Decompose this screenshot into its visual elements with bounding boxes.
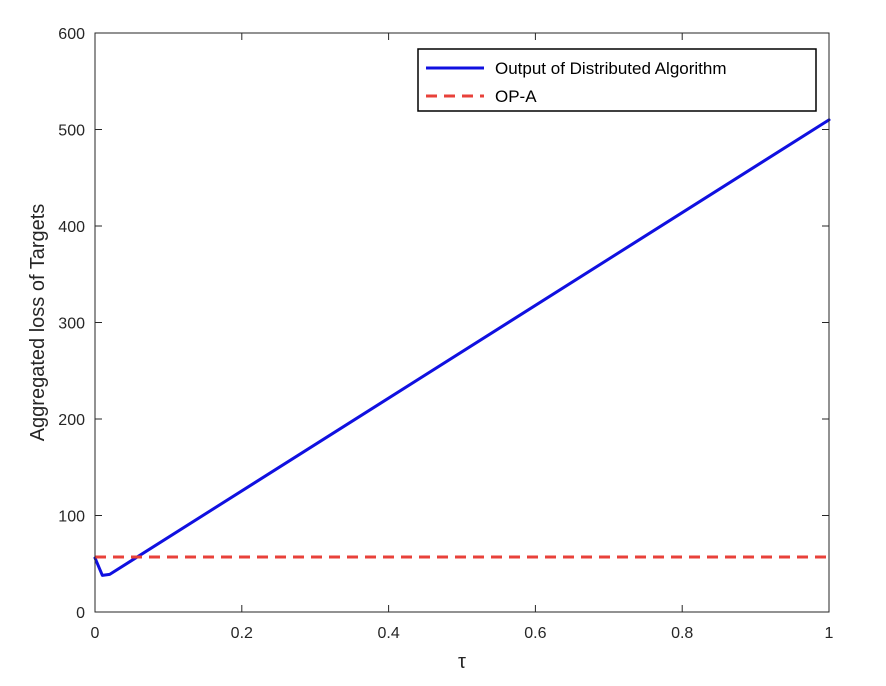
legend-box [417, 48, 817, 112]
x-tick-label: 1 [825, 625, 834, 642]
series-line-1 [93, 118, 831, 577]
x-axis-label: τ [458, 651, 466, 673]
y-tick-label: 500 [58, 123, 85, 140]
y-tick-label: 300 [58, 316, 85, 333]
y-axis-label: Aggregated loss of Targets [27, 204, 49, 442]
x-tick-label: 0.4 [377, 625, 399, 642]
x-tick-label: 0.2 [231, 625, 253, 642]
series-layer [93, 118, 831, 577]
axes-box [94, 32, 830, 613]
y-tick-label: 400 [58, 219, 85, 236]
y-tick-label: 100 [58, 509, 85, 526]
y-tick-label: 0 [76, 605, 85, 622]
x-tick-label: 0.6 [524, 625, 546, 642]
x-tick-label: 0 [91, 625, 100, 642]
legend: Output of Distributed Algorithm OP-A [417, 48, 817, 112]
legend-label-2: OP-A [495, 87, 537, 106]
legend-label-1: Output of Distributed Algorithm [495, 59, 727, 78]
y-tick-label: 600 [58, 26, 85, 43]
y-tick-label: 200 [58, 412, 85, 429]
x-tick-label: 0.8 [671, 625, 693, 642]
